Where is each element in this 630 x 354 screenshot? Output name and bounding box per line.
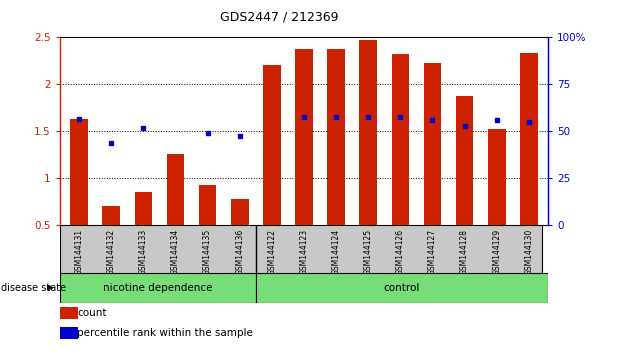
Text: GSM144126: GSM144126: [396, 229, 405, 275]
Text: GSM144134: GSM144134: [171, 229, 180, 275]
Bar: [135, 192, 152, 225]
Bar: [60, 273, 256, 303]
Text: GSM144123: GSM144123: [299, 229, 309, 275]
Bar: [71, 119, 88, 225]
Text: GSM144136: GSM144136: [235, 229, 244, 275]
Bar: [231, 199, 249, 225]
Bar: [256, 273, 548, 303]
Bar: [327, 49, 345, 225]
Text: GSM144130: GSM144130: [524, 229, 534, 275]
Text: GSM144124: GSM144124: [331, 229, 341, 275]
Bar: [167, 154, 185, 225]
Text: control: control: [384, 282, 420, 293]
Text: GSM144125: GSM144125: [364, 229, 373, 275]
Text: GSM144135: GSM144135: [203, 229, 212, 275]
Bar: [488, 129, 505, 225]
Bar: [60, 307, 78, 319]
Text: GSM144133: GSM144133: [139, 229, 148, 275]
Text: nicotine dependence: nicotine dependence: [103, 282, 212, 293]
Text: GSM144127: GSM144127: [428, 229, 437, 275]
Text: GSM144129: GSM144129: [492, 229, 501, 275]
Bar: [423, 63, 441, 225]
Text: percentile rank within the sample: percentile rank within the sample: [77, 328, 253, 338]
Text: GDS2447 / 212369: GDS2447 / 212369: [220, 11, 339, 24]
Bar: [520, 53, 537, 225]
Bar: [295, 49, 313, 225]
Bar: [263, 65, 281, 225]
Text: GSM144132: GSM144132: [106, 229, 116, 275]
Text: GSM144131: GSM144131: [74, 229, 84, 275]
Bar: [359, 40, 377, 225]
Text: disease state: disease state: [1, 282, 66, 293]
Text: GSM144128: GSM144128: [460, 229, 469, 275]
Bar: [455, 96, 473, 225]
Bar: [391, 54, 409, 225]
Text: GSM144122: GSM144122: [267, 229, 277, 275]
Bar: [60, 327, 78, 339]
Text: count: count: [77, 308, 107, 318]
Bar: [103, 206, 120, 225]
Bar: [199, 185, 217, 225]
